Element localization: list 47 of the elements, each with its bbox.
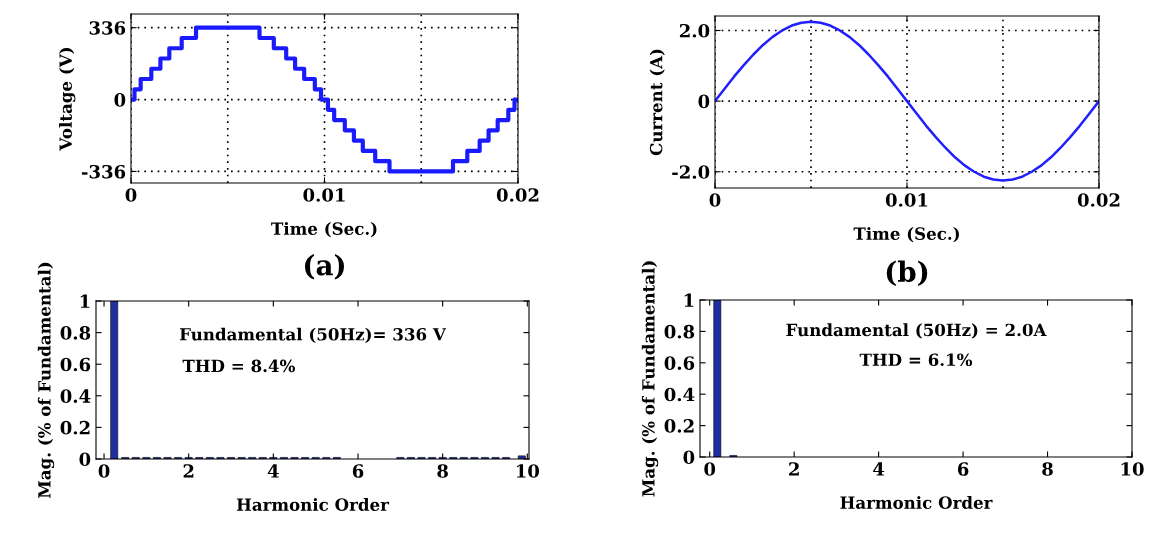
- x-tick-label: 6: [352, 464, 364, 478]
- x-tick-label: 2: [183, 464, 194, 478]
- y-tick-label: 1: [684, 293, 694, 307]
- x-tick-label: 0: [709, 193, 721, 207]
- x-tick-label: 0.01: [303, 188, 345, 202]
- y-tick-label: -336: [81, 164, 126, 179]
- y-tick-label: 0: [683, 450, 695, 465]
- y-axis-title: Voltage (V): [59, 48, 76, 151]
- x-tick-label: 0.02: [496, 188, 539, 202]
- x-tick-label: 6: [957, 462, 969, 476]
- y-tick-label: -2.0: [672, 165, 710, 179]
- y-tick-label: 0.2: [60, 420, 90, 435]
- y-tick-label: 2.0: [679, 23, 710, 38]
- y-tick-label: 336: [89, 21, 126, 35]
- x-axis-title: Harmonic Order: [840, 496, 993, 509]
- x-axis-title: Time (Sec.): [271, 222, 377, 238]
- text: (b): [886, 260, 928, 286]
- x-tick-label: 8: [437, 464, 448, 478]
- x-tick-label: 2: [789, 462, 799, 476]
- x-tick-label: 0.02: [1077, 193, 1120, 207]
- annotation: Fundamental (50Hz)= 336 V: [179, 327, 447, 343]
- y-tick-label: 0.2: [664, 419, 694, 433]
- x-tick-label: 4: [267, 464, 279, 478]
- y-tick-label: 0.4: [60, 389, 91, 403]
- text: (a): [304, 254, 344, 280]
- y-tick-label: 1: [80, 294, 90, 308]
- y-axis-title: Mag. (% of Fundamental): [641, 261, 659, 497]
- y-tick-label: 0: [698, 94, 710, 109]
- y-tick-label: 0.4: [664, 387, 695, 402]
- x-tick-label: 8: [1042, 462, 1053, 476]
- x-tick-label: 10: [1121, 462, 1144, 476]
- annotation: THD = 8.4%: [182, 359, 295, 373]
- annotation: Fundamental (50Hz) = 2.0A: [786, 323, 1047, 339]
- y-tick-label: 0.6: [60, 357, 91, 372]
- y-axis-title: Current (A): [649, 49, 665, 156]
- x-tick-label: 10: [516, 464, 540, 478]
- y-tick-label: 0.8: [60, 326, 91, 340]
- x-axis-title: Harmonic Order: [236, 498, 390, 511]
- y-tick-label: 0.6: [664, 356, 695, 370]
- y-tick-label: 0.8: [664, 324, 695, 339]
- x-tick-label: 0: [125, 188, 137, 202]
- x-axis-title: Time (Sec.): [853, 227, 959, 243]
- annotation: THD = 6.1%: [859, 353, 973, 367]
- x-tick-label: 0.01: [885, 193, 928, 207]
- y-tick-label: 0: [114, 93, 126, 107]
- y-axis-title: Mag. (% of Fundamental): [37, 262, 55, 499]
- x-tick-label: 4: [873, 462, 885, 476]
